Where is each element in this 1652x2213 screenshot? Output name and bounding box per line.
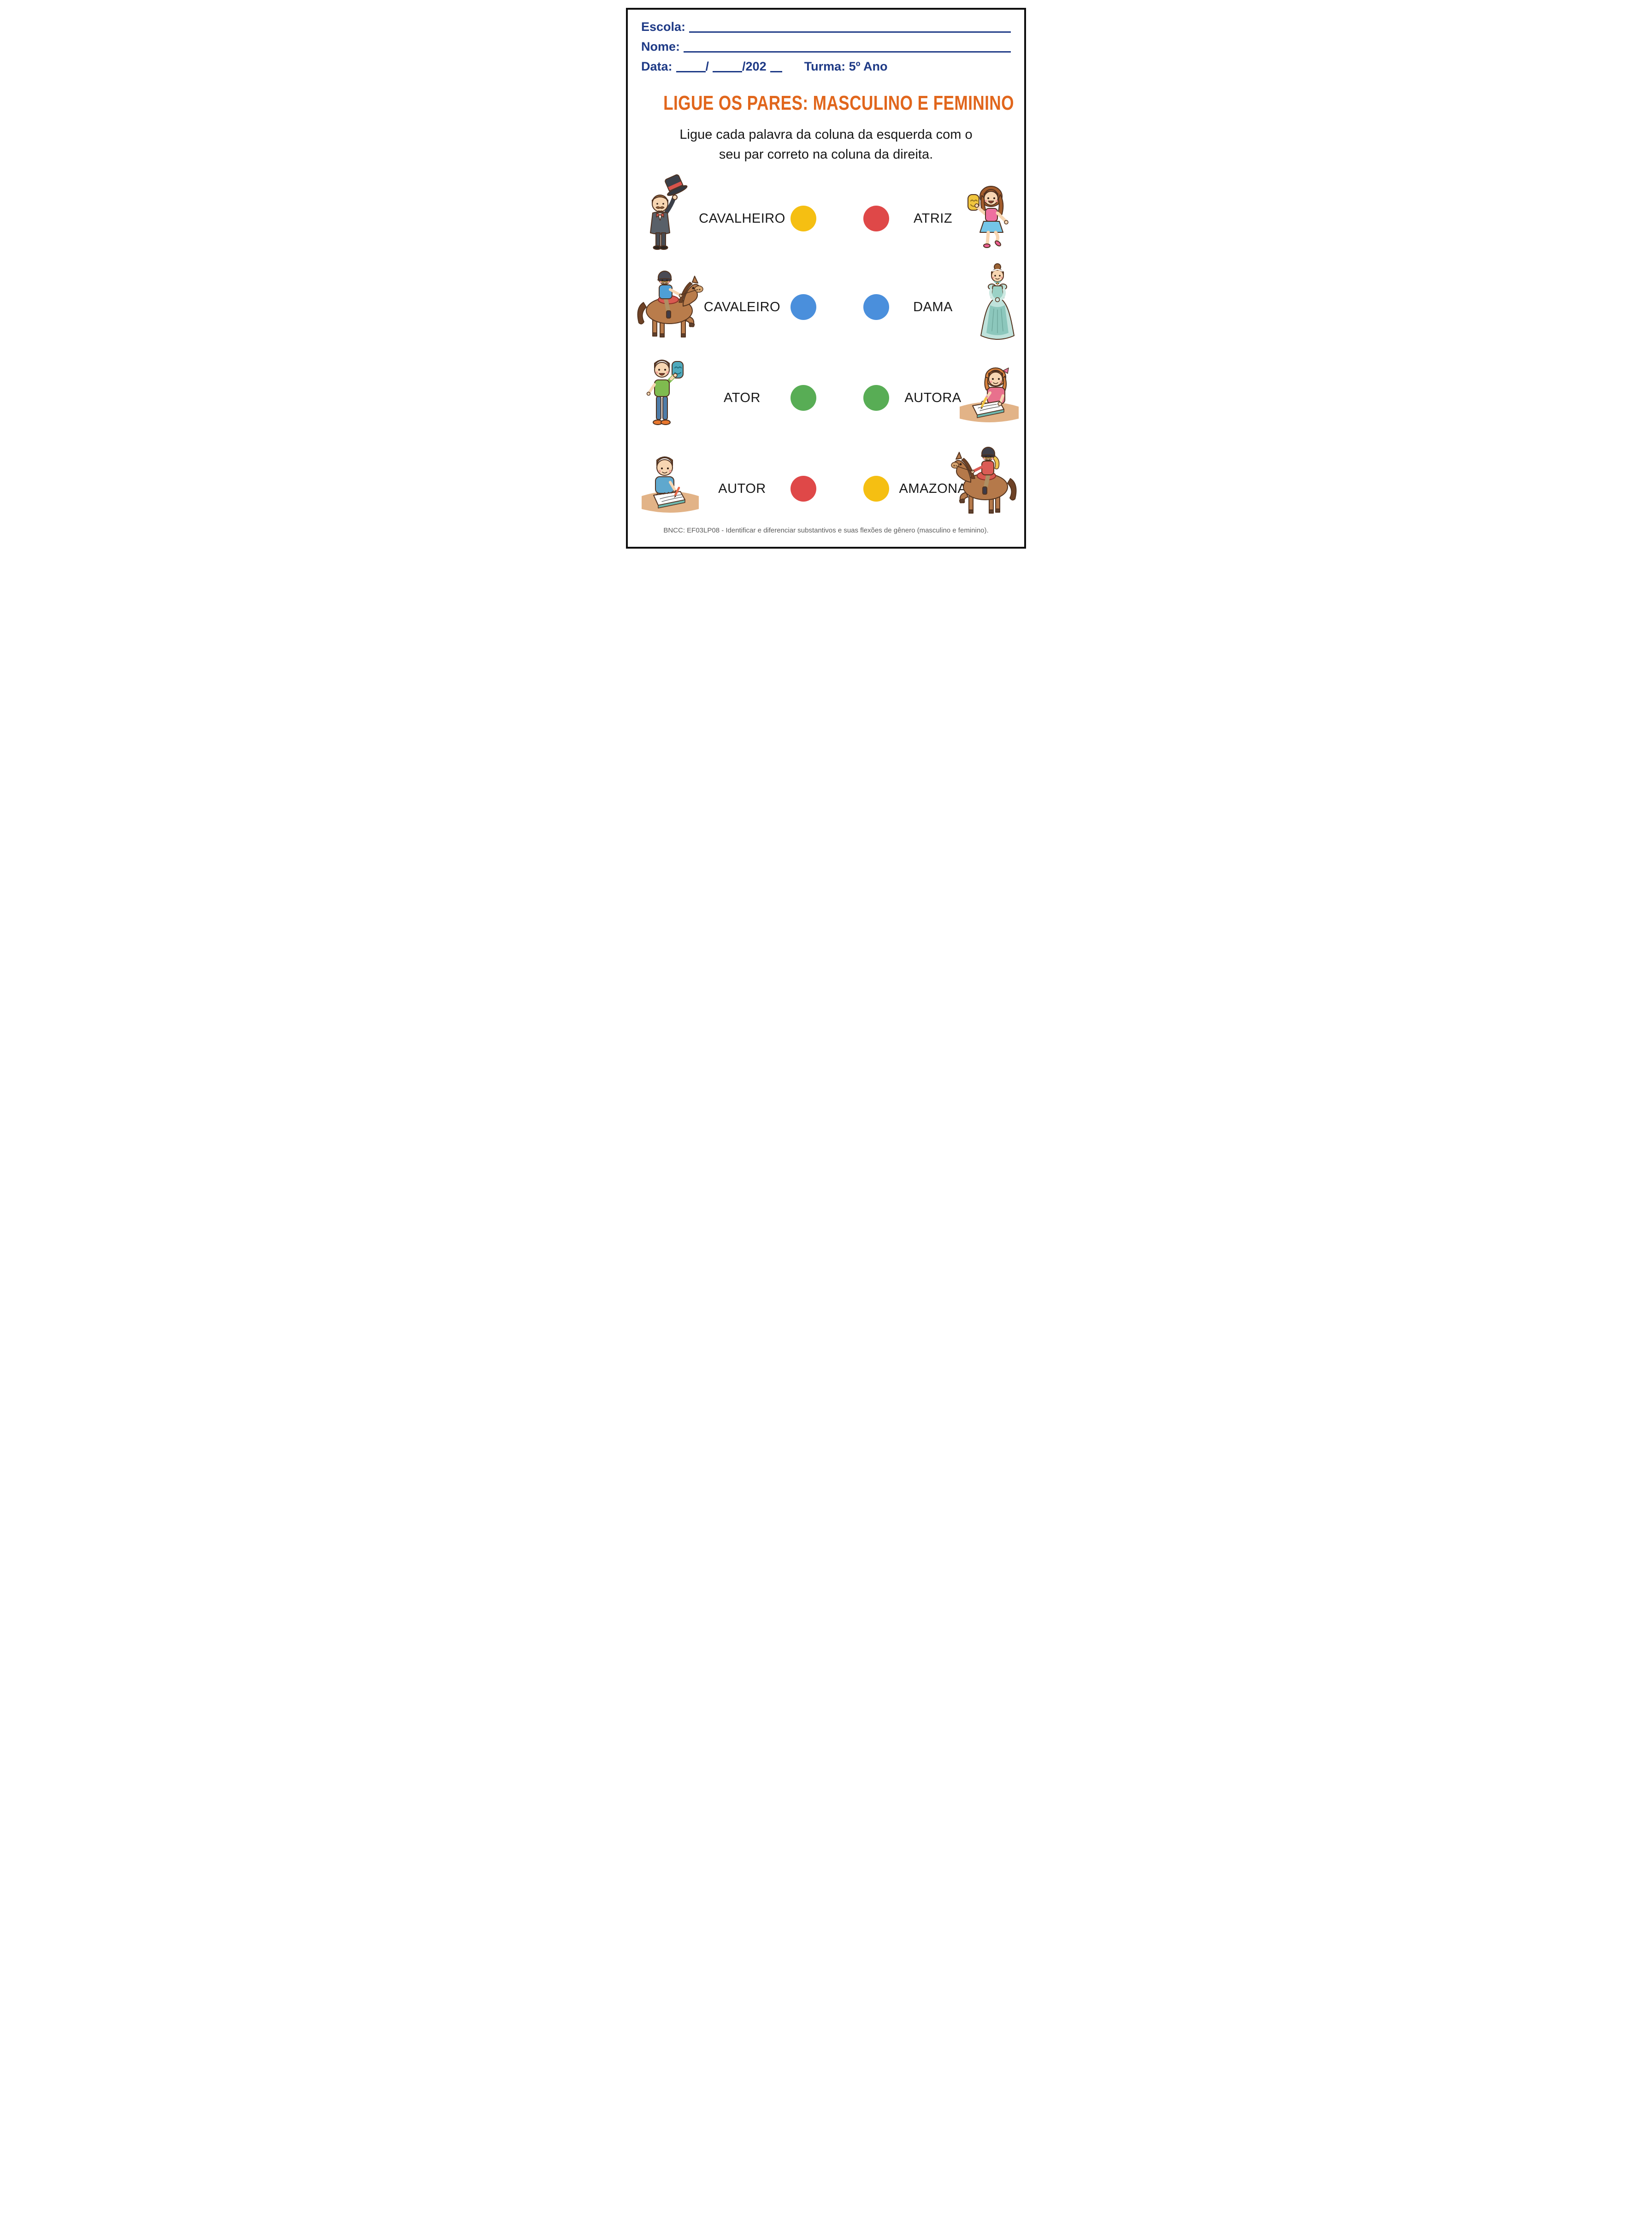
date-slash: / <box>705 59 709 73</box>
left-dot-row-1[interactable] <box>791 206 816 231</box>
right-dot-row-3[interactable] <box>863 385 889 411</box>
instructions-line-2: seu par correto na coluna da direita. <box>719 147 933 162</box>
girl-riding-horse-illustration <box>951 447 1017 514</box>
right-word-atriz: ATRIZ <box>913 211 953 226</box>
date-class-row: Data: / /202 Turma: 5º Ano <box>641 59 1011 74</box>
date-month-blank[interactable] <box>713 68 743 72</box>
name-field-row: Nome: <box>641 40 1011 54</box>
instructions-line-1: Ligue cada palavra da coluna da esquerda… <box>679 127 973 142</box>
girl-writing-illustration <box>960 367 1019 422</box>
left-dot-row-2[interactable] <box>791 294 816 320</box>
boy-writing-illustration <box>642 456 699 513</box>
left-dot-row-4[interactable] <box>791 476 816 502</box>
bncc-footer-note: BNCC: EF03LP08 - Identificar e diferenci… <box>663 527 989 534</box>
right-dot-row-1[interactable] <box>863 206 889 231</box>
date-year-blank[interactable] <box>770 68 782 72</box>
worksheet-title: LIGUE OS PARES: MASCULINO E FEMININO <box>663 92 1014 114</box>
school-label: Escola: <box>641 20 686 34</box>
name-blank-line[interactable] <box>684 48 1011 53</box>
instructions: Ligue cada palavra da coluna da esquerda… <box>642 125 1010 165</box>
right-dot-row-4[interactable] <box>863 476 889 502</box>
name-label: Nome: <box>641 40 680 53</box>
date-year-prefix: /202 <box>742 59 767 73</box>
page-border-frame <box>626 8 1026 549</box>
school-field-row: Escola: <box>641 20 1011 34</box>
left-word-cavalheiro: CAVALHEIRO <box>699 211 785 226</box>
right-word-amazona: AMAZONA <box>899 481 967 496</box>
boy-riding-horse-illustration <box>637 271 703 337</box>
date-label: Data: <box>641 59 673 73</box>
girl-theater-mask-illustration <box>968 186 1009 248</box>
class-label: Turma: 5º Ano <box>804 59 888 73</box>
right-word-autora: AUTORA <box>904 391 962 405</box>
date-day-blank[interactable] <box>676 68 706 72</box>
left-word-ator: ATOR <box>724 391 761 405</box>
right-dot-row-2[interactable] <box>863 294 889 320</box>
left-word-autor: AUTOR <box>718 481 766 496</box>
school-blank-line[interactable] <box>689 29 1011 33</box>
right-word-dama: DAMA <box>913 300 953 314</box>
boy-theater-mask-illustration <box>646 360 684 425</box>
gentleman-top-hat-illustration <box>650 174 688 250</box>
left-word-cavaleiro: CAVALEIRO <box>703 300 781 314</box>
lady-ball-gown-illustration <box>980 263 1015 340</box>
worksheet-page: Escola: Nome: Data: / /202 Turma: 5º Ano… <box>620 0 1032 553</box>
left-dot-row-3[interactable] <box>791 385 816 411</box>
